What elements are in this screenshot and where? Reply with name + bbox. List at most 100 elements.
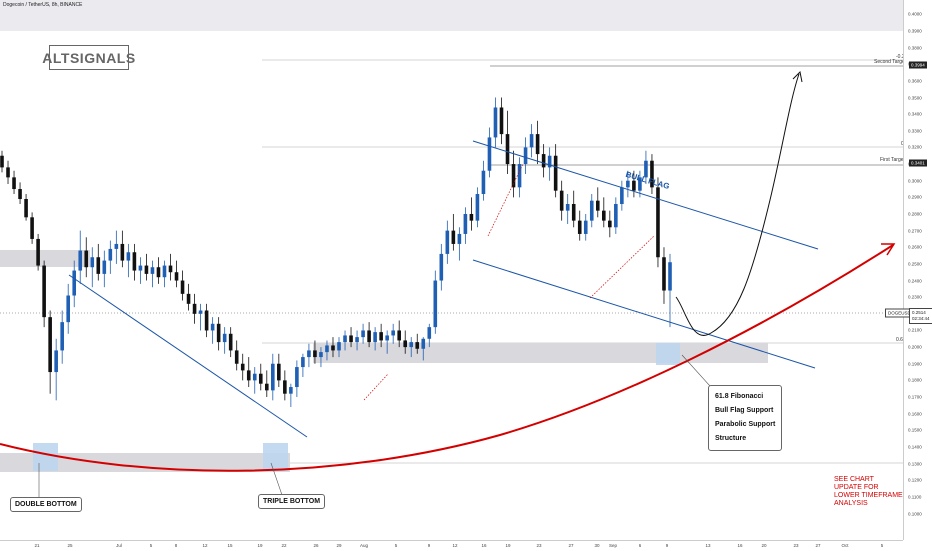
candle-body <box>307 350 311 357</box>
candle-body <box>175 272 179 280</box>
candle-body <box>668 262 672 290</box>
candle-body <box>554 156 558 191</box>
projection-path <box>676 74 799 335</box>
candle-body <box>458 234 462 244</box>
resistance-zone <box>0 250 90 267</box>
candle-body <box>524 147 528 164</box>
candle-body <box>446 231 450 254</box>
candle-body <box>229 334 233 351</box>
x-tick-label: 5 <box>881 543 884 548</box>
candle-body <box>331 345 335 350</box>
price-axis[interactable]: 0.43000.42000.41000.40000.39000.38000.37… <box>903 0 932 540</box>
candle-body <box>566 204 570 211</box>
candle-body <box>121 244 125 261</box>
candle-body <box>133 252 137 270</box>
candle-body <box>470 214 474 221</box>
x-tick-label: 27 <box>568 543 573 548</box>
candle-body <box>313 350 317 357</box>
triple-bottom-highlight <box>263 443 288 471</box>
bull-flag-upper <box>473 141 818 249</box>
candle-body <box>42 266 46 318</box>
x-tick-label: 22 <box>281 543 286 548</box>
candle-body <box>373 332 377 342</box>
y-tick-label: 0.1500 <box>908 428 922 433</box>
candle-body <box>265 384 269 391</box>
y-tick-label: 0.1400 <box>908 444 922 449</box>
candle-body <box>403 340 407 347</box>
x-tick-label: 19 <box>505 543 510 548</box>
x-tick-label: 20 <box>761 543 766 548</box>
top-zone <box>0 0 903 31</box>
candle-body <box>277 364 281 381</box>
candle-body <box>151 267 155 274</box>
candle-body <box>602 211 606 221</box>
y-tick-label: 0.3900 <box>908 28 922 33</box>
candle-body <box>626 181 630 188</box>
y-tick-label: 0.1000 <box>908 511 922 516</box>
candle-body <box>542 154 546 167</box>
second-target-price-tag: 0.3994 <box>909 62 927 69</box>
candle-body <box>608 221 612 228</box>
candle-body <box>355 337 359 342</box>
candle-body <box>193 304 197 314</box>
micro-trend-3 <box>364 374 388 400</box>
candle-body <box>109 249 113 261</box>
x-tick-label: 12 <box>452 543 457 548</box>
candle-body <box>163 266 167 278</box>
y-tick-label: 0.2500 <box>908 261 922 266</box>
candle-body <box>301 357 305 367</box>
candle-body <box>271 364 275 391</box>
candle-body <box>488 137 492 170</box>
candle-body <box>6 167 10 177</box>
candle-body <box>241 364 245 371</box>
candle-body <box>427 327 431 339</box>
candle-body <box>139 266 143 271</box>
first-target-label: First Target <box>880 157 905 163</box>
candle-body <box>433 281 437 328</box>
y-tick-label: 0.2400 <box>908 278 922 283</box>
candle-body <box>84 251 88 268</box>
candle-body <box>72 271 76 296</box>
x-tick-label: 27 <box>815 543 820 548</box>
x-tick-label: 25 <box>67 543 72 548</box>
y-tick-label: 0.3500 <box>908 95 922 100</box>
candle-body <box>379 332 383 340</box>
candle-body <box>115 244 119 249</box>
update-note: SEE CHART UPDATE FOR LOWER TIMEFRAME ANA… <box>834 476 904 508</box>
x-tick-label: 9 <box>666 543 669 548</box>
candle-body <box>614 204 618 227</box>
support-line-4: Structure <box>715 432 775 446</box>
x-tick-label: 16 <box>737 543 742 548</box>
candle-body <box>48 317 52 372</box>
first-target-price-tag: 0.3401 <box>909 160 927 167</box>
y-tick-label: 0.3000 <box>908 178 922 183</box>
current-price-tag: 0.2514 02:34:44 <box>909 308 932 324</box>
candle-body <box>415 342 419 349</box>
candle-body <box>54 350 58 372</box>
candle-body <box>572 204 576 221</box>
candle-body <box>199 310 203 313</box>
x-tick-label: 23 <box>536 543 541 548</box>
x-tick-label: Jul <box>116 543 122 548</box>
double-bottom-highlight <box>33 443 58 471</box>
candle-body <box>349 335 353 342</box>
x-tick-label: 26 <box>313 543 318 548</box>
candle-body <box>391 330 395 335</box>
candle-body <box>596 201 600 211</box>
support-line-3: Parabolic Support <box>715 418 775 432</box>
candle-body <box>536 134 540 154</box>
candle-body <box>656 187 660 257</box>
candle-body <box>253 374 257 381</box>
x-tick-label: Aug <box>360 543 368 548</box>
candle-body <box>440 254 444 281</box>
candle-body <box>367 330 371 342</box>
candle-body <box>60 322 64 350</box>
candle-body <box>211 324 215 331</box>
y-tick-label: 0.2700 <box>908 228 922 233</box>
x-tick-label: 30 <box>594 543 599 548</box>
candle-body <box>78 251 82 271</box>
candle-body <box>0 156 4 168</box>
y-tick-label: 0.2000 <box>908 345 922 350</box>
